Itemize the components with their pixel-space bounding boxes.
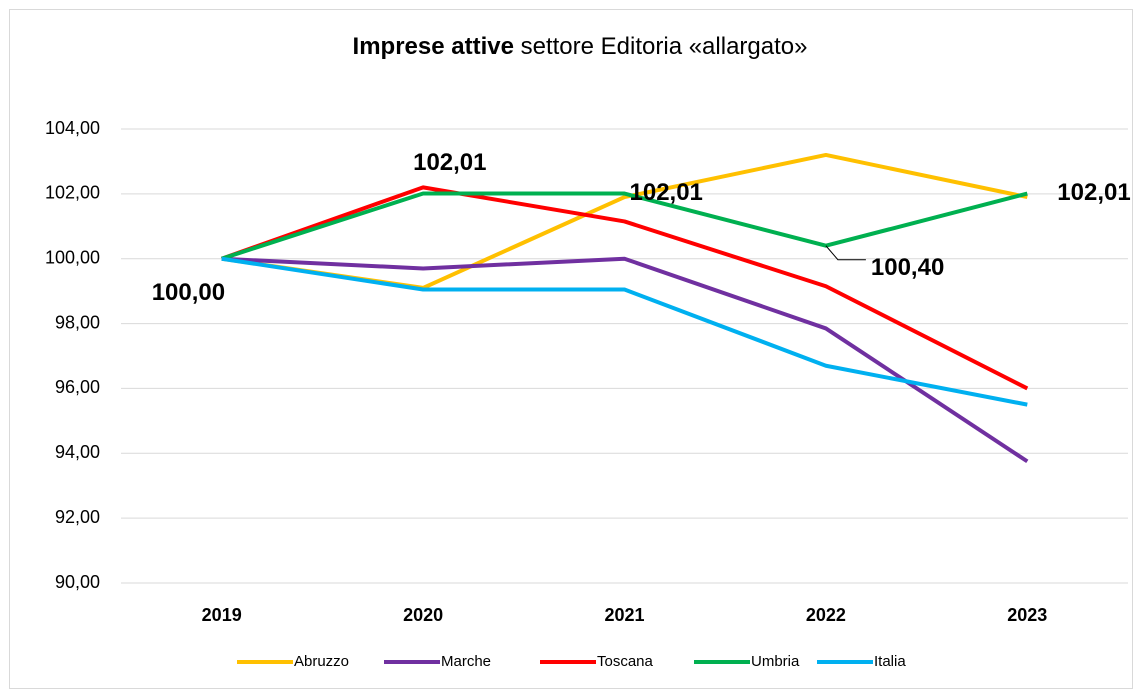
series-line [221, 185, 1029, 391]
title-rest: settore Editoria «allargato» [521, 33, 808, 60]
x-tick-label: 2023 [1007, 605, 1047, 625]
y-tick-label: 102,00 [45, 183, 100, 203]
data-label: 102,01 [1057, 179, 1130, 206]
legend-label: Marche [441, 653, 491, 670]
leader-line [825, 245, 866, 261]
x-tick-label: 2021 [604, 605, 644, 625]
series-line [221, 256, 1028, 407]
data-label: 100,40 [871, 254, 944, 281]
x-tick-label: 2022 [806, 605, 846, 625]
legend-label: Toscana [597, 653, 654, 670]
y-tick-label: 92,00 [55, 507, 100, 527]
chart-title: Imprese attive settore Editoria «allarga… [353, 33, 808, 60]
series-line [221, 191, 1028, 261]
legend-label: Abruzzo [294, 653, 349, 670]
y-tick-label: 104,00 [45, 118, 100, 138]
y-tick-label: 94,00 [55, 442, 100, 462]
legend-label: Umbria [751, 653, 800, 670]
y-tick-label: 90,00 [55, 572, 100, 592]
data-label: 100,00 [152, 279, 225, 306]
series-line [221, 256, 1029, 464]
x-tick-label: 2019 [202, 605, 242, 625]
legend-label: Italia [874, 653, 906, 670]
y-tick-label: 96,00 [55, 377, 100, 397]
data-label: 102,01 [630, 179, 703, 206]
y-tick-label: 98,00 [55, 312, 100, 332]
chart-border [9, 9, 1133, 689]
y-tick-label: 100,00 [45, 247, 100, 267]
title-bold: Imprese attive [353, 33, 514, 60]
x-tick-label: 2020 [403, 605, 443, 625]
data-label: 102,01 [413, 149, 486, 176]
